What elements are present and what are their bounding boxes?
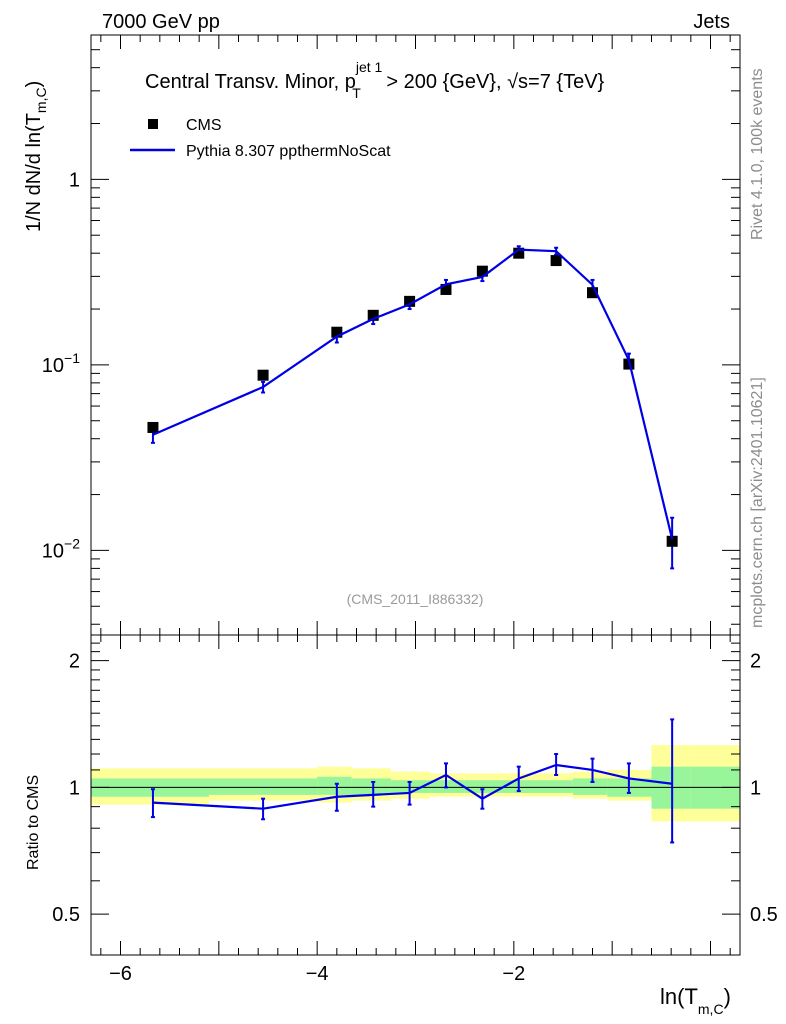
x-axis-label: ln(Tm,C)	[660, 984, 731, 1017]
analysis-watermark: (CMS_2011_I886332)	[347, 591, 484, 607]
ratio-y-tick-label-right: 2	[750, 651, 761, 673]
cms-data-point	[513, 247, 525, 259]
main-series	[147, 245, 678, 570]
ratio-y-axis-label: Ratio to CMS	[25, 775, 42, 870]
x-tick-label: −2	[502, 963, 525, 985]
axis-tick-labels: −6 −4 −2 10−2 10−1 1 0.5 0.5 1 1 2 2	[42, 169, 778, 985]
x-tick-label: −4	[306, 963, 329, 985]
cms-data-point	[476, 265, 488, 277]
y-tick-label: 10−2	[42, 535, 80, 562]
y-axis-label: 1/N dN/d ln(Tm,C)	[23, 81, 49, 232]
band-inner	[317, 776, 352, 795]
mcplots-source-label: mcplots.cern.ch [arXiv:2401.10621]	[749, 377, 766, 628]
band-inner	[572, 778, 608, 795]
ratio-series	[150, 718, 675, 844]
mc-line	[152, 248, 674, 540]
legend-data-label: CMS	[186, 117, 222, 134]
band-inner	[209, 778, 318, 795]
ratio-y-tick-label-left: 2	[69, 651, 80, 673]
cms-data-point	[257, 369, 269, 381]
ratio-y-tick-label-left: 0.5	[52, 904, 80, 926]
rivet-version-label: Rivet 4.1.0, 100k events	[749, 68, 766, 240]
cms-data-point	[331, 326, 343, 338]
header-process: Jets	[693, 11, 730, 33]
ratio-y-tick-label-right: 0.5	[750, 904, 778, 926]
ratio-y-tick-label-left: 1	[69, 777, 80, 799]
legend-mc-label: Pythia 8.307 ppthermNoScat	[186, 143, 391, 160]
cms-data-point	[367, 309, 379, 321]
axis-ticks	[91, 34, 740, 956]
band-inner	[504, 780, 539, 793]
x-tick-label: −6	[109, 963, 132, 985]
cms-data-point	[404, 295, 416, 307]
legend-data-marker	[148, 119, 158, 129]
band-inner	[538, 780, 573, 793]
cms-data-point	[550, 255, 562, 267]
band-inner	[464, 780, 504, 793]
ratio-bands	[91, 745, 740, 822]
ratio-line	[152, 763, 673, 810]
cms-data-point	[440, 283, 452, 295]
band-inner	[351, 778, 391, 795]
cms-data-point	[666, 535, 678, 547]
y-tick-label: 1	[69, 169, 80, 191]
y-tick-label: 10−1	[42, 350, 80, 377]
ratio-y-tick-label-right: 1	[750, 777, 761, 799]
header-energy: 7000 GeV pp	[102, 11, 220, 33]
cms-data-point	[147, 421, 159, 433]
cms-data-point	[587, 287, 598, 299]
